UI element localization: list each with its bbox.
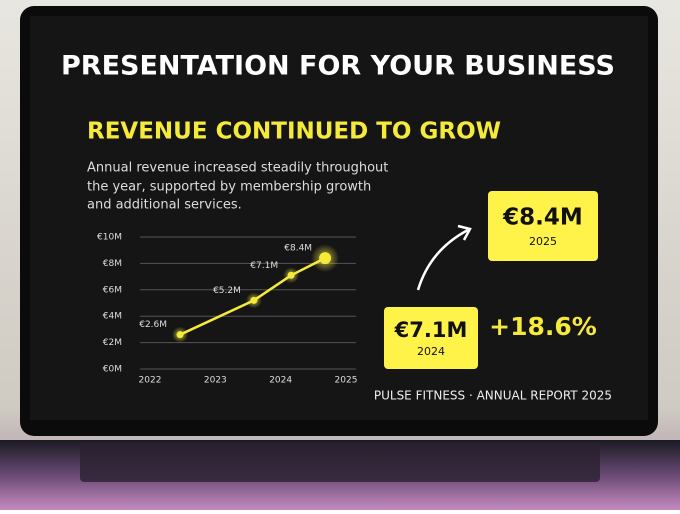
y-tick-label: €6M xyxy=(103,285,122,295)
header-title: PRESENTATION FOR YOUR BUSINESS xyxy=(61,51,615,82)
chart: €0M €2M €4M €6M €8M €10M 2022 2023 2024 2025 €2.6M… xyxy=(97,233,357,386)
arrow-head xyxy=(457,224,472,241)
data-label: €8.4M xyxy=(284,244,312,254)
x-tick-label: 2024 xyxy=(269,376,292,386)
description: and additional services. xyxy=(87,198,242,213)
y-tick-label: €8M xyxy=(103,259,122,269)
point xyxy=(287,271,295,279)
y-tick-label: €2M xyxy=(103,338,122,348)
data-label: €2.6M xyxy=(139,320,167,330)
kpi-box xyxy=(384,307,478,369)
kpi-value: €8.4M xyxy=(502,205,583,231)
kpi-box xyxy=(488,191,598,261)
x-tick-label: 2023 xyxy=(204,376,227,386)
y-tick-label: €4M xyxy=(103,312,122,322)
description: Annual revenue increased steadily throug… xyxy=(87,161,388,176)
point xyxy=(176,331,184,339)
slide-title: REVENUE CONTINUED TO GROW xyxy=(87,119,501,145)
arrow xyxy=(416,228,469,291)
x-tick-label: 2025 xyxy=(335,376,358,386)
footer: PULSE FITNESS · ANNUAL REPORT 2025 xyxy=(374,389,612,403)
x-tick-label: 2022 xyxy=(139,376,162,386)
line xyxy=(179,257,326,336)
point xyxy=(319,252,332,265)
growth: +18.6% xyxy=(489,312,597,341)
point xyxy=(250,296,258,304)
data-label: €7.1M xyxy=(250,261,278,271)
data-label: €5.2M xyxy=(213,286,241,296)
kpi-value: €7.1M xyxy=(394,318,468,342)
kpi-year: 2025 xyxy=(529,235,557,248)
y-tick-label: €0M xyxy=(103,365,122,375)
kpi-year: 2024 xyxy=(417,345,445,358)
description: the year, supported by membership growth xyxy=(87,180,371,195)
keyboard xyxy=(80,442,600,482)
y-tick-label: €10M xyxy=(97,233,122,243)
